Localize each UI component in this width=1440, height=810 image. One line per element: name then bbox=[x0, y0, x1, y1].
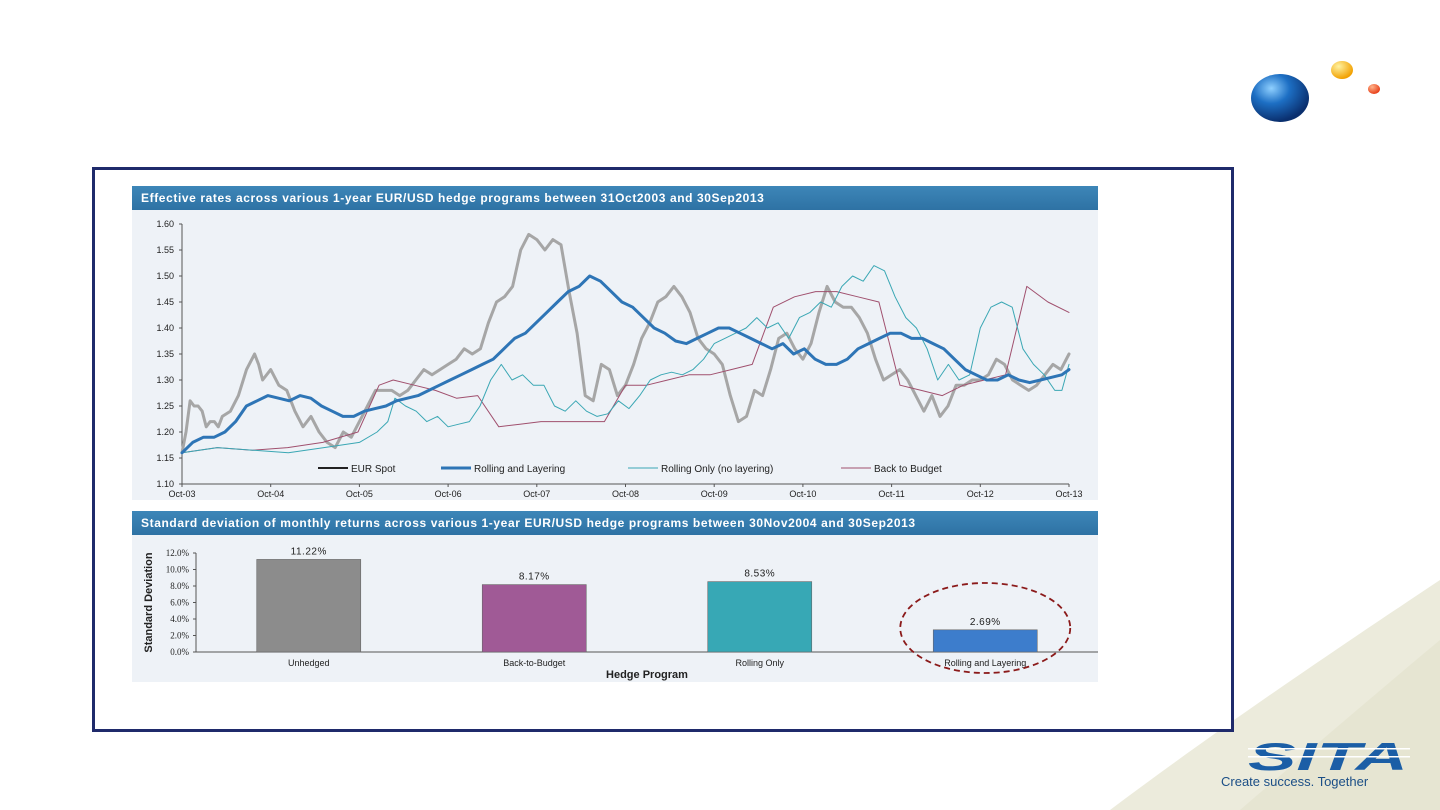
line-legend-label: EUR Spot bbox=[351, 464, 396, 475]
line-chart-x-tick-label: Oct-11 bbox=[878, 489, 904, 499]
bar-chart-y-tick-label: 4.0% bbox=[170, 614, 189, 624]
line-chart-y-tick-label: 1.45 bbox=[156, 297, 174, 307]
red-orb-icon bbox=[1368, 84, 1380, 94]
bar-0 bbox=[256, 559, 362, 653]
blue-orb-icon bbox=[1251, 74, 1309, 122]
bar-chart-y-tick-label: 6.0% bbox=[170, 598, 189, 608]
line-chart-y-tick-label: 1.55 bbox=[156, 245, 174, 255]
line-chart: 1.10 1.15 1.20 1.25 1.30 1.35 1.40 1.45 1.50 1.55… bbox=[156, 219, 1082, 499]
line-legend-label: Back to Budget bbox=[874, 464, 942, 475]
bar-chart-y-tick-label: 0.0% bbox=[170, 647, 189, 657]
bar-value-label: 11.22% bbox=[291, 546, 327, 557]
line-series-3 bbox=[181, 285, 1070, 454]
line-series-0 bbox=[180, 232, 1071, 455]
sita-logo-stripe-1 bbox=[1248, 748, 1410, 750]
bar-2 bbox=[707, 581, 813, 653]
line-chart-x-tick-label: Oct-05 bbox=[346, 489, 373, 499]
line-chart-x-tick-label: Oct-13 bbox=[1055, 489, 1082, 499]
bar-value-label: 8.53% bbox=[744, 569, 775, 580]
highlight-circle bbox=[899, 582, 1072, 674]
line-series-1 bbox=[180, 274, 1071, 455]
bar-chart-y-tick-label: 12.0% bbox=[166, 548, 190, 558]
bar-chart-x-label: Hedge Program bbox=[606, 669, 688, 681]
bar-chart: 0.0% 2.0% 4.0% 6.0% 8.0% 10.0% 12.0% 11.22% Unhe… bbox=[143, 546, 1098, 681]
line-chart-y-tick-label: 1.60 bbox=[156, 219, 174, 229]
bar-chart-y-tick-label: 2.0% bbox=[170, 631, 189, 641]
line-chart-x-tick-label: Oct-03 bbox=[168, 489, 195, 499]
line-chart-y-tick-label: 1.50 bbox=[156, 271, 174, 281]
line-chart-y-tick-label: 1.10 bbox=[156, 479, 174, 489]
bar-category-label: Rolling and Layering bbox=[944, 658, 1026, 668]
line-chart-x-tick-label: Oct-07 bbox=[523, 489, 550, 499]
line-chart-y-tick-label: 1.20 bbox=[156, 427, 174, 437]
bar-chart-y-label: Standard Deviation bbox=[143, 552, 155, 653]
line-chart-y-tick-label: 1.40 bbox=[156, 323, 174, 333]
line-chart-y-tick-label: 1.25 bbox=[156, 401, 174, 411]
line-legend-label: Rolling Only (no layering) bbox=[661, 464, 773, 475]
sita-logo: SITA bbox=[1248, 736, 1410, 779]
sita-logo-stripe-2 bbox=[1248, 756, 1410, 758]
line-chart-x-tick-label: Oct-12 bbox=[967, 489, 994, 499]
bar-chart-y-tick-label: 8.0% bbox=[170, 581, 189, 591]
line-chart-x-tick-label: Oct-10 bbox=[789, 489, 816, 499]
line-chart-x-tick-label: Oct-04 bbox=[257, 489, 284, 499]
bar-value-label: 2.69% bbox=[970, 617, 1001, 628]
line-chart-x-tick-label: Oct-08 bbox=[612, 489, 639, 499]
bar-3 bbox=[932, 629, 1038, 653]
line-series-2 bbox=[181, 265, 1070, 454]
line-chart-x-tick-label: Oct-09 bbox=[701, 489, 728, 499]
brand-tagline: Create success. Together bbox=[1221, 774, 1369, 789]
bar-category-label: Unhedged bbox=[288, 658, 330, 668]
line-chart-title: Effective rates across various 1-year EU… bbox=[132, 186, 1098, 210]
line-chart-x-tick-label: Oct-06 bbox=[435, 489, 462, 499]
background-swoosh-highlight bbox=[1240, 640, 1440, 810]
bar-category-label: Back-to-Budget bbox=[503, 658, 566, 668]
bar-value-label: 8.17% bbox=[519, 572, 550, 583]
line-chart-y-tick-label: 1.30 bbox=[156, 375, 174, 385]
bar-chart-y-tick-label: 10.0% bbox=[166, 565, 190, 575]
logo-orbs bbox=[1251, 61, 1380, 122]
line-legend-label: Rolling and Layering bbox=[474, 464, 565, 475]
line-chart-y-tick-label: 1.35 bbox=[156, 349, 174, 359]
bar-category-label: Rolling Only bbox=[735, 658, 784, 668]
yellow-orb-icon bbox=[1331, 61, 1353, 79]
bar-chart-title: Standard deviation of monthly returns ac… bbox=[132, 511, 1098, 535]
line-chart-y-tick-label: 1.15 bbox=[156, 453, 174, 463]
bar-1 bbox=[481, 584, 587, 653]
